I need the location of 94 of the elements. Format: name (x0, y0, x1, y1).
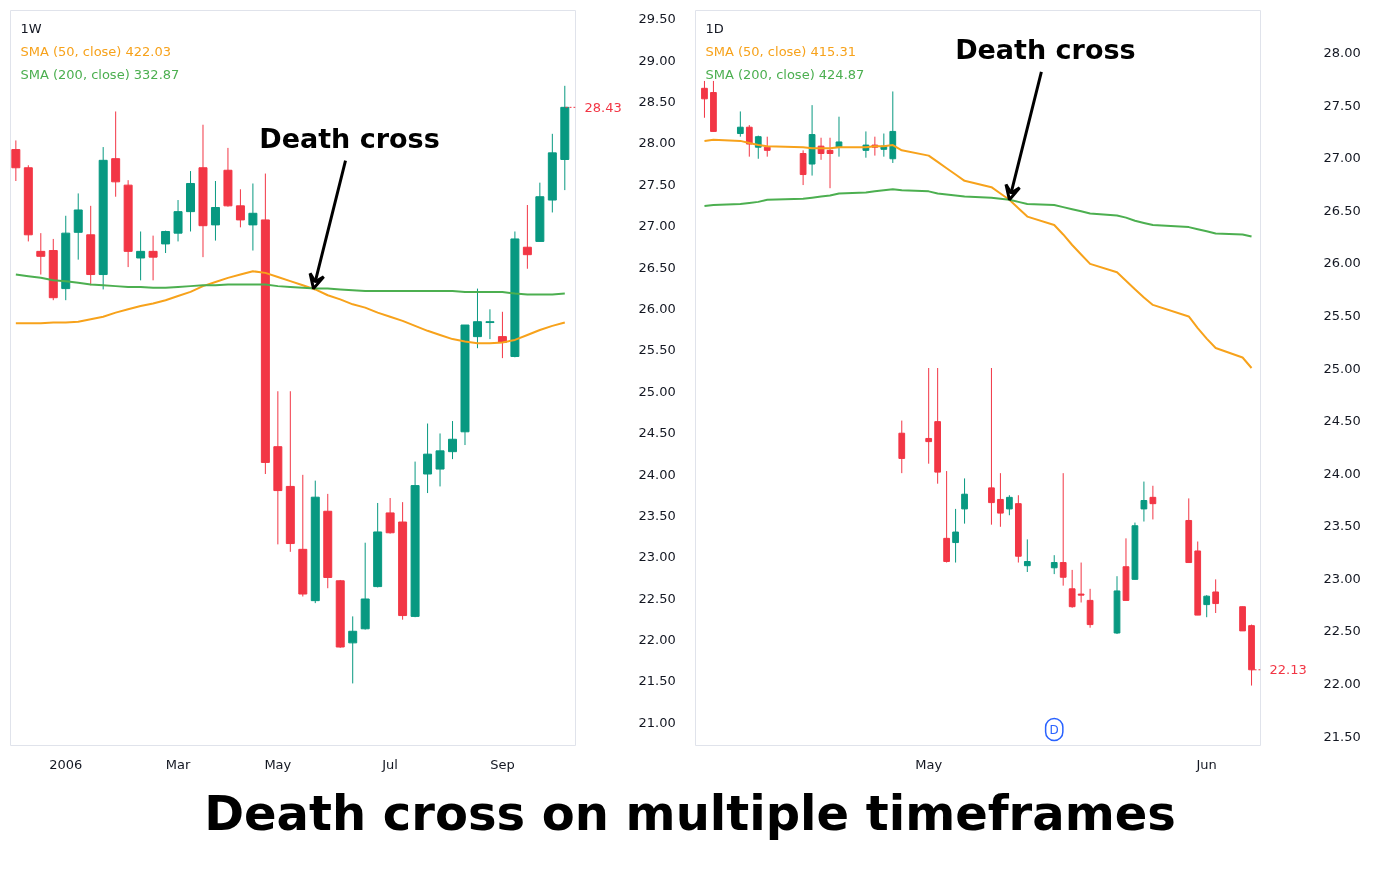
candlestick (485, 308, 495, 340)
candlestick (961, 477, 968, 525)
x-tick-label: 2006 (49, 756, 83, 772)
line-series (14, 270, 566, 345)
candlestick (1006, 494, 1013, 516)
y-tick-label: 22.50 (1323, 623, 1361, 639)
candlestick (1149, 485, 1157, 520)
candlestick (248, 182, 258, 252)
y-tick-label: 23.00 (638, 549, 676, 565)
annotation: Death cross (259, 122, 440, 154)
candlestick (826, 137, 834, 189)
candlestick (835, 116, 843, 158)
candlestick (799, 149, 807, 186)
text: SMA (200, close) 332.87 (20, 66, 180, 82)
candlestick (136, 231, 146, 281)
y-tick-label: 23.00 (1323, 570, 1361, 586)
annotation: Death cross (955, 33, 1136, 65)
candlestick (943, 470, 950, 564)
text: SMA (50, close) 415.31 (705, 43, 857, 59)
candlestick (73, 192, 83, 261)
y-tick-label: 22.00 (1323, 675, 1361, 691)
candlestick (11, 139, 21, 182)
candlestick (210, 180, 220, 242)
y-tick-label: 25.50 (1323, 307, 1361, 323)
text: Death cross on multiple timeframes (204, 784, 1176, 843)
candlestick (745, 124, 753, 158)
candlestick (997, 472, 1004, 528)
y-tick-label: 21.00 (638, 714, 676, 730)
y-tick-label: 22.00 (638, 632, 676, 648)
candlestick (435, 432, 445, 487)
x-tick-label: May (264, 756, 292, 772)
y-tick-label: 21.50 (1323, 728, 1361, 744)
y-tick-label: 21.50 (638, 673, 676, 689)
candlestick (423, 423, 433, 494)
y-tick-label: 27.00 (1323, 150, 1361, 166)
y-tick-label: 24.50 (1323, 413, 1361, 429)
candlestick (1068, 569, 1076, 609)
candlestick (148, 235, 158, 281)
candlestick (988, 367, 995, 526)
candlestick (1140, 481, 1148, 523)
candlestick (522, 204, 532, 270)
x-tick-label: Jun (1195, 756, 1217, 772)
candlestick (348, 615, 358, 684)
y-tick-label: 27.00 (638, 218, 676, 234)
candlestick (173, 199, 183, 242)
candlestick (111, 110, 121, 198)
x-tick-label: Mar (165, 756, 191, 772)
candlestick (1203, 594, 1211, 618)
y-tick-label: 25.00 (638, 383, 676, 399)
candlestick (1212, 578, 1220, 614)
y-tick-label: 26.50 (638, 259, 676, 275)
text: SMA (200, close) 424.87 (705, 66, 865, 82)
candlestick (1077, 562, 1085, 603)
text: SMA (50, close) 422.03 (20, 43, 172, 59)
text: 1W (20, 20, 42, 36)
y-tick-label: 23.50 (1323, 518, 1361, 534)
candlestick (448, 420, 458, 460)
candlestick (925, 367, 933, 465)
candlestick (472, 288, 482, 349)
y-tick-label: 26.00 (1323, 255, 1361, 271)
y-tick-label: 25.00 (1323, 360, 1361, 376)
y-tick-label: 24.00 (638, 466, 676, 482)
candlestick (1023, 538, 1031, 573)
y-tick-label: 25.50 (638, 342, 676, 358)
x-tick-label: Jul (381, 756, 398, 772)
y-tick-label: 26.00 (638, 300, 676, 316)
y-tick-label: 28.50 (638, 94, 676, 110)
annotation: 28.43 (584, 99, 622, 115)
candlestick (385, 497, 395, 535)
annotation: D (1049, 722, 1059, 737)
candlestick (36, 232, 46, 276)
y-tick-label: 29.00 (638, 52, 676, 68)
line-series (14, 273, 566, 296)
y-tick-label: 27.50 (1323, 97, 1361, 113)
annotation: 22.13 (1269, 662, 1307, 678)
candlestick (1050, 554, 1058, 575)
y-tick-label: 24.00 (1323, 465, 1361, 481)
y-tick-label: 24.50 (638, 425, 676, 441)
y-tick-label: 28.00 (1323, 45, 1361, 61)
candlestick (235, 188, 245, 228)
candlestick (736, 110, 744, 138)
y-tick-label: 29.50 (638, 11, 676, 27)
candlestick (1059, 472, 1067, 587)
candlestick (763, 136, 771, 158)
y-tick-label: 26.50 (1323, 202, 1361, 218)
x-tick-label: May (915, 756, 943, 772)
candlestick (952, 508, 959, 564)
x-tick-label: Sep (490, 756, 515, 772)
y-tick-label: 22.50 (638, 590, 676, 606)
y-tick-label: 23.50 (638, 507, 676, 523)
text: 1D (705, 20, 724, 36)
y-tick-label: 27.50 (638, 176, 676, 192)
candlestick (701, 80, 708, 119)
y-tick-label: 28.00 (638, 135, 676, 151)
